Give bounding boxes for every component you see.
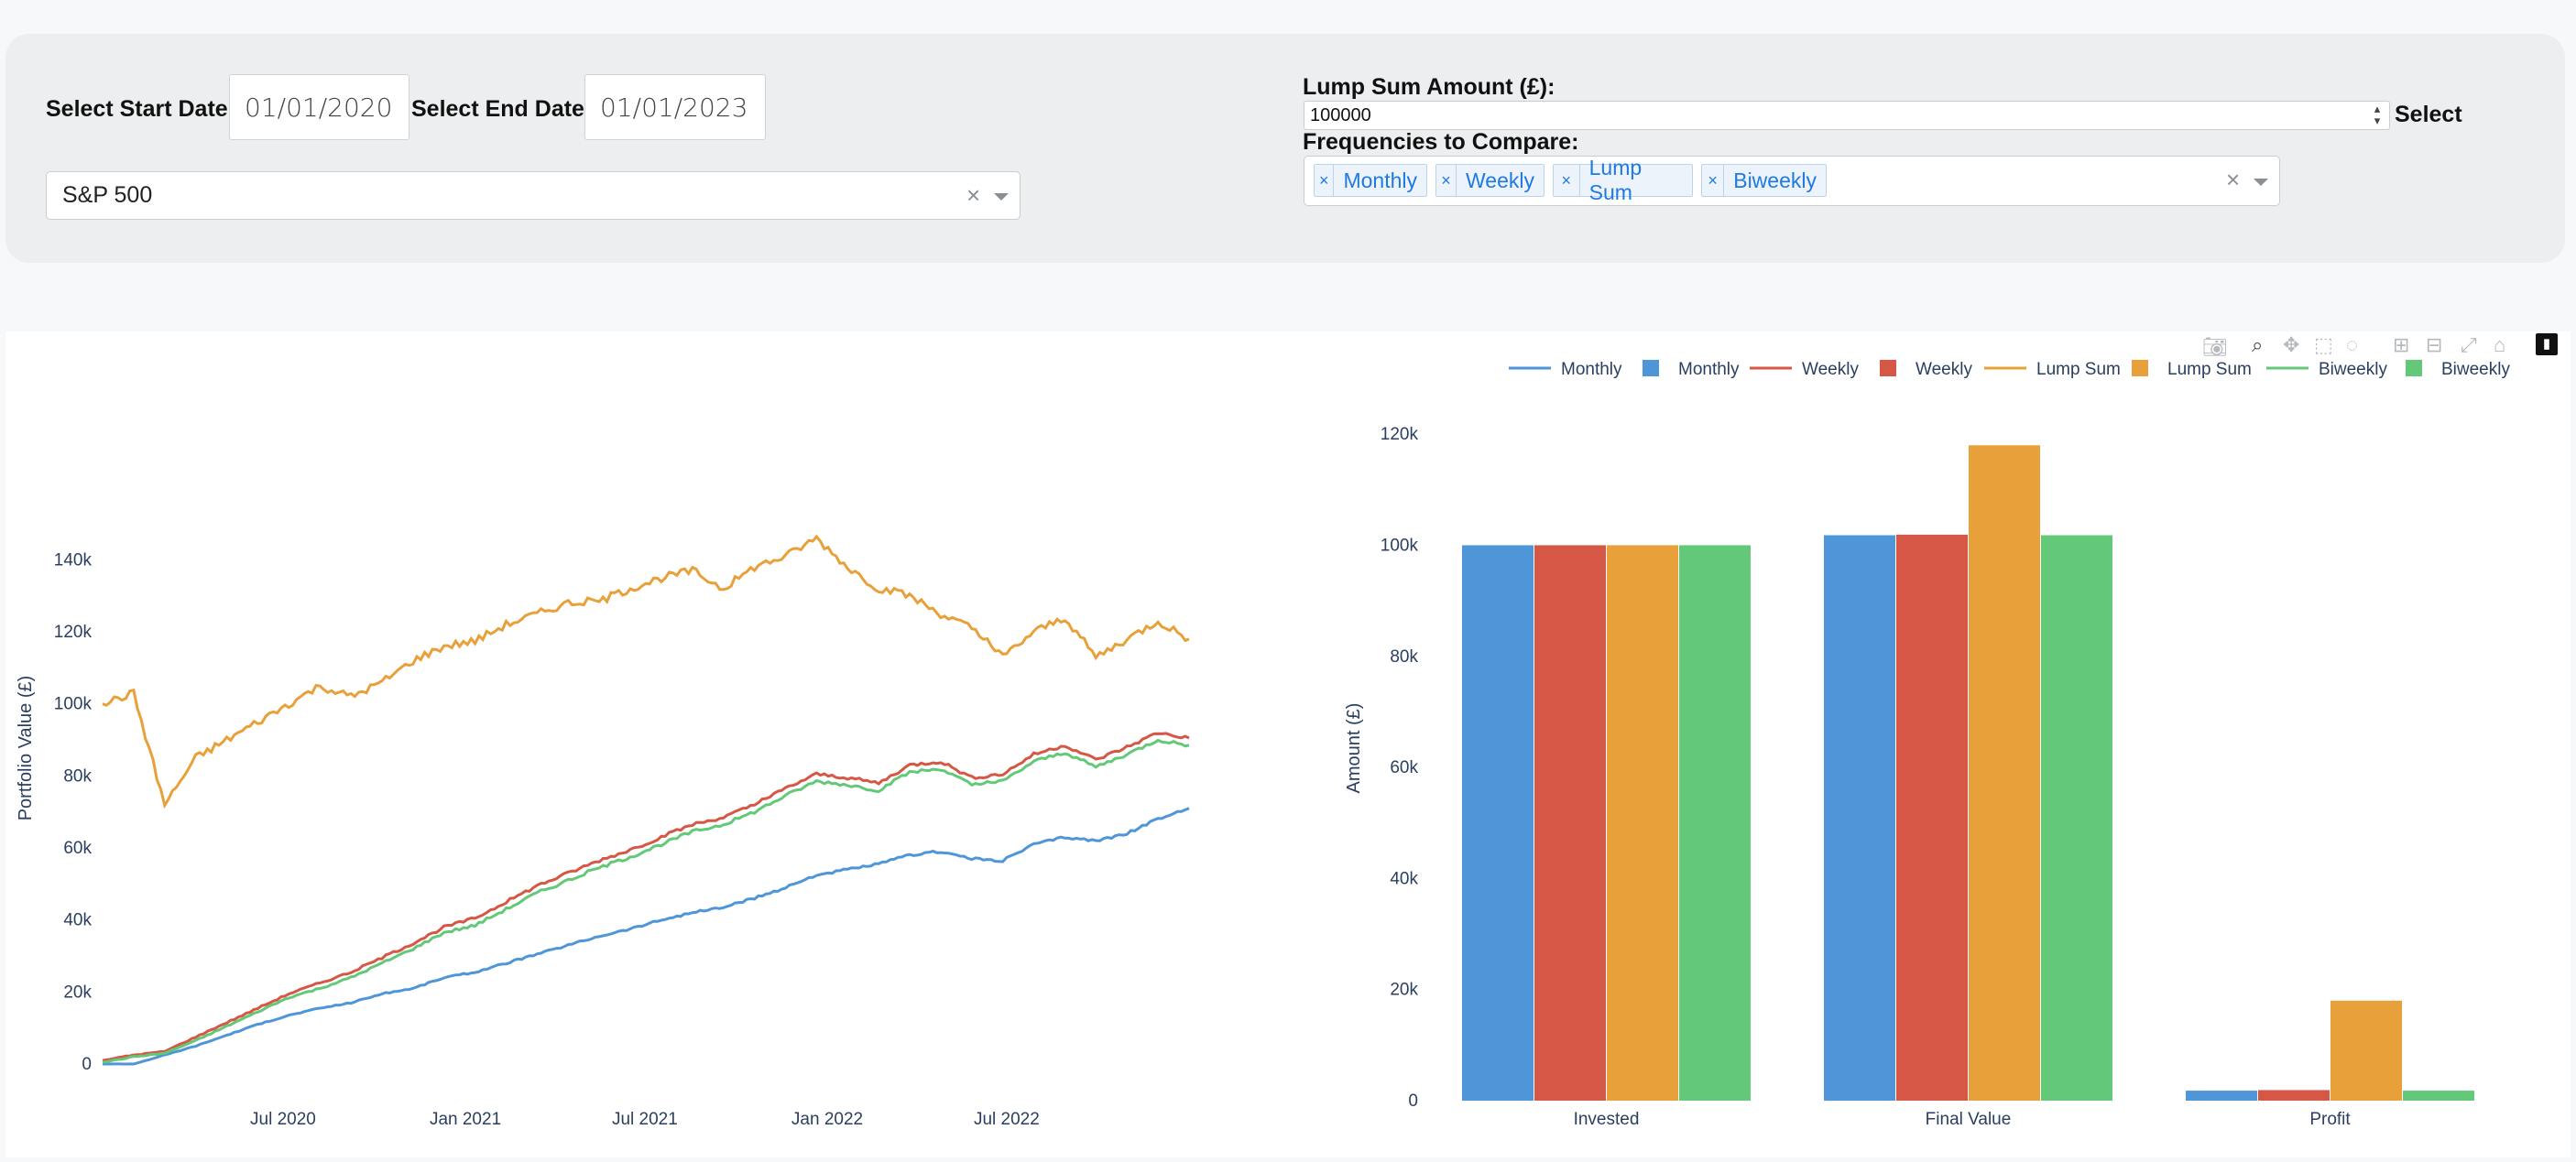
bar-monthly-final-value[interactable] bbox=[1824, 535, 1895, 1101]
line-y-tick-label: 40k bbox=[63, 911, 92, 930]
select-label: Select bbox=[2395, 102, 2462, 127]
chip-lump-sum-remove-icon[interactable]: × bbox=[1554, 165, 1580, 196]
charts-svg: Monthly Monthly Weekly Weekly Lump Sum Lump S… bbox=[16, 360, 2510, 1129]
legend-label[interactable]: Weekly bbox=[1916, 360, 1972, 379]
frequencies-label: Frequencies to Compare: bbox=[1303, 129, 1579, 155]
legend-bar-swatch-monthly[interactable] bbox=[1643, 360, 1659, 376]
bar-lump-sum-invested[interactable] bbox=[1607, 545, 1678, 1101]
bar-x-tick-label: Profit bbox=[2309, 1110, 2351, 1129]
bar-chart: Amount (£) 0 20k 40k 60k 80k 100k 120k Invested… bbox=[1344, 425, 2474, 1129]
chip-biweekly: × Biweekly bbox=[1701, 164, 1827, 197]
bar-weekly-final-value[interactable] bbox=[1896, 534, 1968, 1101]
lasso-icon[interactable]: ◌ bbox=[2346, 333, 2359, 356]
line-x-tick-label: Jan 2022 bbox=[791, 1110, 863, 1129]
spinner-icon[interactable]: ▴ ▾ bbox=[2374, 102, 2381, 127]
lump-sum-input[interactable]: 100000 ▴ ▾ bbox=[1304, 101, 2390, 130]
lump-sum-label: Lump Sum Amount (£): bbox=[1303, 74, 1555, 100]
legend-label[interactable]: Lump Sum bbox=[2036, 360, 2121, 379]
line-y-tick-label: 20k bbox=[63, 983, 92, 1002]
bar-x-tick-label: Final Value bbox=[1926, 1110, 2012, 1129]
bar-chart-y-axis-label: Amount (£) bbox=[1344, 703, 1364, 794]
chip-weekly-label: Weekly bbox=[1466, 168, 1534, 192]
index-dropdown[interactable]: S&P 500 × bbox=[46, 171, 1021, 220]
bar-monthly-invested[interactable] bbox=[1462, 545, 1534, 1101]
bar-biweekly-final-value[interactable] bbox=[2041, 535, 2112, 1101]
zoom-in-icon[interactable]: ⊞ bbox=[2393, 333, 2410, 356]
bar-y-tick-label: 0 bbox=[1408, 1091, 1418, 1111]
chip-lump-sum: × Lump Sum bbox=[1553, 156, 1693, 204]
legend-label[interactable]: Monthly bbox=[1561, 360, 1622, 379]
bar-y-tick-label: 80k bbox=[1390, 647, 1418, 667]
legend-label[interactable]: Monthly bbox=[1678, 360, 1740, 379]
chip-biweekly-remove-icon[interactable]: × bbox=[1702, 165, 1725, 196]
autoscale-icon[interactable]: ⤢ bbox=[2461, 333, 2477, 356]
pan-icon[interactable]: ✥ bbox=[2283, 333, 2300, 356]
legend-label[interactable]: Weekly bbox=[1802, 360, 1859, 379]
lump-sum-value: 100000 bbox=[1310, 104, 1371, 125]
camera-icon[interactable]: 📷︎ bbox=[2202, 335, 2228, 358]
frequencies-multiselect[interactable]: × Monthly × Weekly × Lump Sum × Biweekly… bbox=[1304, 156, 2280, 206]
legend: Monthly Monthly Weekly Weekly Lump Sum Lump S… bbox=[1509, 360, 2510, 379]
index-dropdown-value: S&P 500 bbox=[62, 182, 153, 208]
chip-lump-sum-label: Lump Sum bbox=[1588, 156, 1643, 204]
line-x-tick-label: Jul 2022 bbox=[974, 1110, 1040, 1129]
chip-monthly-label: Monthly bbox=[1343, 168, 1417, 192]
plot-panel: 📷︎ ⌕ ✥ ⬚ ◌ ⊞ ⊟ ⤢ ⌂ ▮ Monthly Monthly Weekl… bbox=[5, 331, 2571, 1157]
line-series-monthly[interactable] bbox=[103, 807, 1190, 1066]
line-y-tick-label: 100k bbox=[54, 695, 93, 714]
line-y-tick-label: 140k bbox=[54, 550, 93, 570]
line-series-weekly[interactable] bbox=[102, 732, 1190, 1062]
line-x-tick-label: Jul 2021 bbox=[612, 1110, 678, 1129]
box-select-icon[interactable]: ⬚ bbox=[2314, 333, 2333, 356]
bar-lump-sum-profit[interactable] bbox=[2330, 1000, 2402, 1101]
line-x-tick-label: Jan 2021 bbox=[430, 1110, 501, 1129]
chip-weekly-remove-icon[interactable]: × bbox=[1436, 165, 1457, 196]
legend-label[interactable]: Biweekly bbox=[2319, 360, 2387, 379]
controls-panel: Select Start Date: 01/01/2020 Select End… bbox=[5, 34, 2565, 263]
line-series-biweekly[interactable] bbox=[102, 738, 1190, 1064]
line-y-tick-label: 60k bbox=[63, 839, 92, 858]
line-y-tick-label: 120k bbox=[54, 623, 93, 642]
line-x-tick-label: Jul 2020 bbox=[250, 1110, 316, 1129]
legend-bar-swatch-weekly[interactable] bbox=[1880, 360, 1896, 376]
line-chart-y-axis-label: Portfolio Value (£) bbox=[16, 676, 36, 821]
line-y-tick-label: 80k bbox=[63, 766, 92, 786]
bar-x-tick-label: Invested bbox=[1574, 1110, 1640, 1129]
frequencies-clear-icon[interactable]: × bbox=[2226, 166, 2241, 193]
bar-y-tick-label: 120k bbox=[1381, 425, 1419, 444]
chip-biweekly-label: Biweekly bbox=[1733, 168, 1817, 192]
line-y-tick-label: 0 bbox=[82, 1055, 92, 1074]
zoom-out-icon[interactable]: ⊟ bbox=[2426, 333, 2443, 356]
bar-monthly-profit[interactable] bbox=[2186, 1091, 2257, 1101]
end-date-input[interactable]: 01/01/2023 bbox=[584, 74, 766, 140]
legend-label[interactable]: Lump Sum bbox=[2167, 360, 2252, 379]
end-date-label: Select End Date: bbox=[411, 96, 593, 122]
index-clear-icon[interactable]: × bbox=[966, 181, 981, 209]
line-chart: Portfolio Value (£) 0 20k 40k 60k 80k 100k 120… bbox=[16, 534, 1190, 1129]
chip-monthly-remove-icon[interactable]: × bbox=[1315, 165, 1335, 196]
chip-monthly: × Monthly bbox=[1314, 164, 1427, 197]
start-date-label: Select Start Date: bbox=[46, 96, 236, 122]
bar-y-tick-label: 40k bbox=[1390, 869, 1418, 888]
bar-lump-sum-final-value[interactable] bbox=[1969, 445, 2040, 1101]
home-icon[interactable]: ⌂ bbox=[2494, 333, 2506, 356]
bar-weekly-invested[interactable] bbox=[1534, 545, 1606, 1101]
chip-weekly: × Weekly bbox=[1435, 164, 1545, 197]
bar-y-tick-label: 20k bbox=[1390, 981, 1418, 1000]
bar-biweekly-invested[interactable] bbox=[1679, 545, 1751, 1101]
legend-label[interactable]: Biweekly bbox=[2441, 360, 2510, 379]
start-date-input[interactable]: 01/01/2020 bbox=[229, 74, 409, 140]
frequencies-chevron-down-icon[interactable] bbox=[2254, 179, 2268, 186]
bar-y-tick-label: 100k bbox=[1381, 536, 1419, 555]
index-chevron-down-icon[interactable] bbox=[994, 193, 1009, 201]
line-series-lump-sum[interactable] bbox=[102, 534, 1190, 809]
bar-biweekly-profit[interactable] bbox=[2403, 1091, 2474, 1101]
bar-y-tick-label: 60k bbox=[1390, 758, 1418, 777]
legend-bar-swatch-biweekly[interactable] bbox=[2406, 360, 2422, 376]
legend-bar-swatch-lump-sum[interactable] bbox=[2132, 360, 2148, 376]
plotly-logo-icon[interactable]: ▮ bbox=[2536, 333, 2558, 355]
zoom-icon[interactable]: ⌕ bbox=[2252, 333, 2264, 356]
bar-weekly-profit[interactable] bbox=[2258, 1090, 2330, 1101]
